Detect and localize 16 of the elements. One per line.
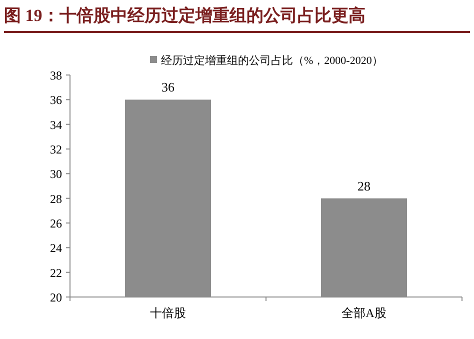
y-tick-label: 26 <box>50 216 62 230</box>
legend-label: 经历过定增重组的公司占比（%，2000-2020） <box>161 54 383 67</box>
y-tick-label: 38 <box>50 68 62 82</box>
x-tick-label: 十倍股 <box>150 306 186 320</box>
y-tick-label: 22 <box>50 266 62 280</box>
y-tick-label: 36 <box>50 93 62 108</box>
data-label: 28 <box>358 178 370 194</box>
y-tick-label: 32 <box>50 142 62 156</box>
y-tick-label: 34 <box>50 118 62 132</box>
y-tick-label: 24 <box>50 241 62 256</box>
y-tick-label: 20 <box>50 290 62 304</box>
x-tick-label: 全部A股 <box>342 306 386 320</box>
y-tick-label: 28 <box>50 192 62 206</box>
data-label: 36 <box>162 80 175 95</box>
title: 图 19：十倍股中经历过定增重组的公司占比更高 <box>4 4 470 33</box>
y-tick-label: 30 <box>50 167 62 182</box>
